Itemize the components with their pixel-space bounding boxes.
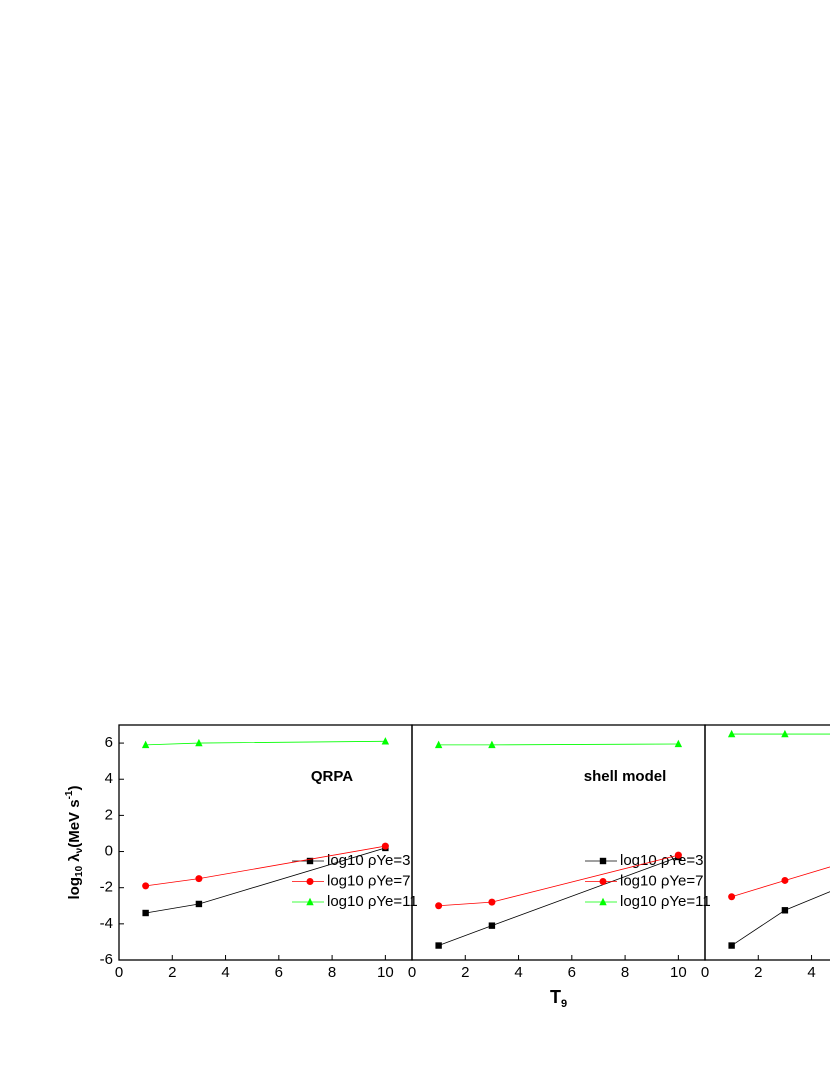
y-tick-label: 2 (105, 806, 113, 823)
y-tick-label: 6 (105, 734, 113, 751)
x-tick-label: 8 (621, 964, 629, 981)
y-axis-label-part: 10 (74, 865, 85, 877)
marker (435, 902, 443, 910)
marker (435, 942, 442, 949)
marker (381, 842, 389, 850)
marker (195, 900, 203, 908)
panel-label: shell model (584, 768, 667, 785)
x-tick-label: 10 (670, 964, 687, 981)
y-tick-label: 0 (105, 843, 113, 860)
x-tick-label: 0 (115, 964, 123, 981)
marker (141, 740, 150, 749)
legend-label: log10 ρYe=11 (327, 893, 418, 910)
marker (306, 897, 314, 906)
marker (142, 882, 150, 890)
legend-label: log10 ρYe=3 (327, 852, 410, 869)
plot-frame (118, 724, 413, 961)
marker (306, 878, 314, 885)
y-tick-label: -2 (100, 879, 113, 896)
marker (306, 857, 314, 865)
x-axis-label: T9 (550, 987, 567, 1010)
x-tick-label: 4 (807, 964, 815, 981)
y-axis-label-part: λ (66, 853, 83, 866)
x-tick-label: 2 (754, 964, 762, 981)
marker (488, 740, 496, 749)
marker (488, 922, 496, 929)
x-tick-label: 0 (701, 964, 709, 981)
legend-label: log10 ρYe=7 (620, 872, 703, 889)
series-line (731, 866, 830, 898)
marker (142, 909, 149, 917)
panel-label: QRPA (311, 768, 353, 785)
marker (728, 942, 735, 949)
marker (674, 739, 683, 748)
y-axis-label-part: ) (66, 786, 83, 791)
plot-frame (411, 724, 706, 961)
x-tick-label: 10 (377, 964, 394, 981)
y-tick-label: -4 (100, 915, 113, 932)
marker (599, 897, 607, 906)
x-tick-label: 6 (275, 964, 283, 981)
marker (674, 851, 682, 859)
x-tick-label: 0 (408, 964, 416, 981)
marker (434, 740, 443, 749)
marker (195, 738, 203, 747)
marker (599, 857, 607, 865)
marker (195, 875, 203, 883)
marker (727, 729, 736, 738)
plot-frame (704, 724, 830, 961)
series-line (145, 740, 386, 746)
series-line (731, 891, 830, 946)
x-axis-label-part: T (550, 987, 561, 1007)
x-tick-label: 8 (328, 964, 336, 981)
marker (781, 729, 789, 738)
marker (599, 878, 607, 885)
y-axis-label-part: (MeV s (66, 799, 83, 847)
marker (488, 898, 496, 906)
y-axis-label-part: ν (74, 847, 85, 853)
x-tick-label: 4 (514, 964, 522, 981)
series-line (438, 743, 679, 746)
marker (381, 737, 390, 745)
marker (781, 876, 789, 884)
legend-label: log10 ρYe=7 (327, 872, 410, 889)
x-axis-label-part: 9 (561, 998, 567, 1010)
marker (781, 907, 789, 914)
x-tick-label: 2 (168, 964, 176, 981)
marker (728, 893, 736, 901)
y-axis-label: log10 λν(MeV s-1) (64, 786, 85, 900)
y-tick-label: -6 (100, 951, 113, 968)
x-tick-label: 4 (221, 964, 229, 981)
y-axis-label-part: -1 (64, 790, 75, 799)
legend-label: log10 ρYe=11 (620, 893, 711, 910)
y-axis-label-part: log (66, 877, 83, 900)
x-tick-label: 6 (568, 964, 576, 981)
x-tick-label: 2 (461, 964, 469, 981)
y-tick-label: 4 (105, 770, 113, 787)
